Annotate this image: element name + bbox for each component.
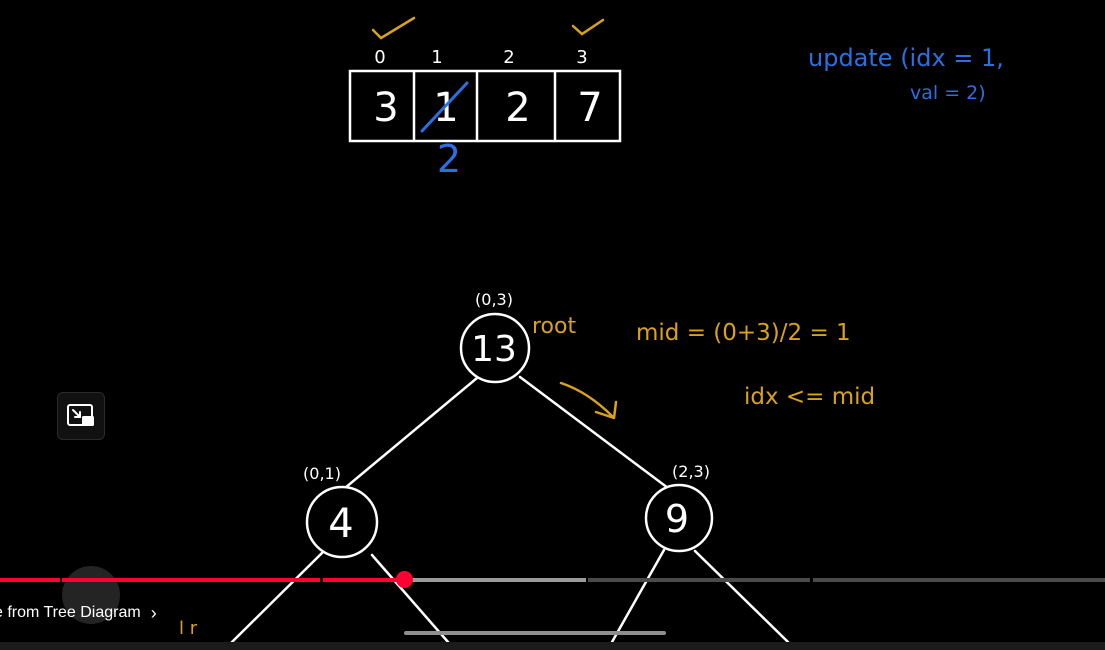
root-label: root xyxy=(532,314,576,339)
scrubber-handle[interactable] xyxy=(396,571,413,588)
bottom-edge xyxy=(0,642,1105,650)
idx-condition: idx <= mid xyxy=(744,384,875,410)
drag-handle[interactable] xyxy=(404,631,666,635)
tree-node-value: 13 xyxy=(471,329,517,370)
strike-through xyxy=(420,81,469,133)
progress-buffered xyxy=(405,578,586,582)
array-cell-value: 3 xyxy=(373,85,398,131)
array-index: 2 xyxy=(503,47,514,68)
chapter-title-button[interactable]: e from Tree Diagram › xyxy=(0,602,157,624)
checkmark-icon xyxy=(571,18,605,36)
array-index: 0 xyxy=(374,47,385,68)
tree-node-range: (0,3) xyxy=(475,290,513,309)
miniplayer-button[interactable] xyxy=(57,392,105,440)
tree-node-left xyxy=(305,485,379,559)
tree-edges xyxy=(230,375,790,644)
tree-node-value: 4 xyxy=(328,501,353,547)
array-index: 1 xyxy=(431,47,442,68)
tree-node-value: 9 xyxy=(665,497,689,541)
update-call-line1: update (idx = 1, xyxy=(808,44,1004,72)
array-cell-value: 7 xyxy=(577,85,602,131)
progress-unplayed xyxy=(588,578,810,582)
miniplayer-icon xyxy=(67,404,94,426)
update-call-line2: val = 2) xyxy=(910,82,986,104)
chevron-right-icon: › xyxy=(150,603,157,623)
updated-value: 2 xyxy=(437,137,461,181)
tree-node-root xyxy=(459,312,531,384)
mid-formula: mid = (0+3)/2 = 1 xyxy=(636,320,851,346)
array-index: 3 xyxy=(576,47,587,68)
chapter-title: e from Tree Diagram xyxy=(0,604,141,621)
partial-note: l r xyxy=(179,618,198,639)
array-cell-value: 1 xyxy=(433,85,458,131)
array-cell-value: 2 xyxy=(505,85,530,131)
array-box xyxy=(348,69,622,143)
tree-node-right xyxy=(644,483,714,553)
progress-played xyxy=(62,578,320,582)
checkmark-icon xyxy=(371,16,416,40)
progress-played xyxy=(323,578,405,582)
traversal-arrow-icon xyxy=(559,381,618,420)
progress-bar[interactable] xyxy=(0,578,1105,582)
scrub-preview-indicator xyxy=(62,566,120,624)
tree-node-range: (2,3) xyxy=(672,462,710,481)
progress-played xyxy=(0,578,60,582)
progress-unplayed xyxy=(813,578,1105,582)
tree-node-range: (0,1) xyxy=(303,464,341,483)
